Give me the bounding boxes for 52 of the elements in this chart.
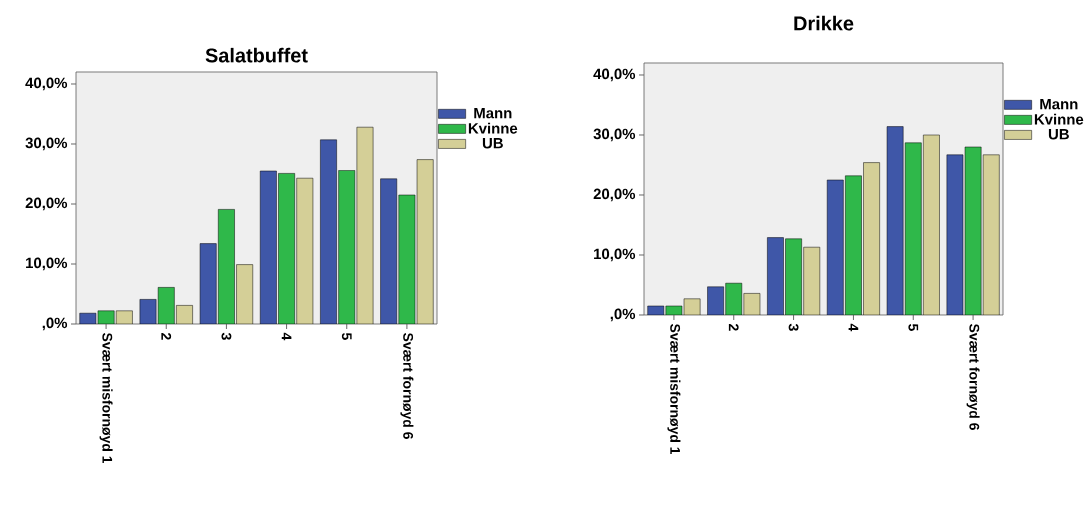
- bar: [218, 209, 235, 324]
- legend-label: Mann: [1040, 98, 1078, 110]
- bar: [320, 139, 337, 324]
- x-tick-label: 4: [848, 323, 859, 332]
- legend-label: UB: [1048, 129, 1069, 140]
- bar: [905, 142, 922, 315]
- bar: [845, 175, 862, 315]
- legend-label: Mann: [474, 107, 512, 119]
- x-tick-label: 3: [788, 323, 799, 331]
- x-tick-label: 2: [728, 324, 739, 331]
- x-tick-label: Svært fornøyd 6: [966, 323, 980, 430]
- x-tick-label: 4: [281, 332, 292, 341]
- bar: [416, 159, 434, 324]
- bar: [887, 126, 904, 315]
- bar: [380, 178, 398, 324]
- chart-title: Drikke: [794, 15, 854, 31]
- y-tick-label: 40,0%: [593, 68, 636, 82]
- x-tick-label: Svært fornøyd 6: [400, 332, 414, 439]
- y-tick-label: 20,0%: [593, 188, 636, 202]
- y-tick-label: 10,0%: [26, 257, 68, 271]
- x-tick-label: Svært misfornøyd 1: [667, 323, 681, 455]
- y-tick-label: 40,0%: [25, 77, 68, 91]
- legend-label: UB: [482, 138, 503, 149]
- bar: [260, 171, 277, 324]
- bar: [767, 237, 784, 315]
- legend-label: Kvinne: [1034, 113, 1084, 125]
- x-tick-label: 5: [908, 323, 919, 331]
- x-tick-label: 3: [221, 332, 232, 340]
- bar: [338, 170, 355, 324]
- bar: [923, 135, 940, 315]
- bar: [827, 180, 844, 315]
- bar: [803, 247, 820, 315]
- bar: [236, 264, 253, 324]
- bar: [200, 243, 217, 324]
- y-tick-label: ,0%: [42, 317, 68, 331]
- y-tick-label: 30,0%: [593, 128, 636, 142]
- y-tick-label: ,0%: [610, 308, 636, 322]
- y-tick-label: 30,0%: [25, 137, 68, 151]
- legend-label: Kvinne: [468, 122, 518, 134]
- bar: [278, 173, 295, 324]
- bar: [982, 154, 1000, 315]
- x-tick-label: 5: [341, 332, 352, 340]
- bar: [296, 178, 313, 324]
- y-tick-label: 10,0%: [594, 248, 636, 262]
- y-tick-label: 20,0%: [25, 197, 68, 211]
- x-tick-label: 2: [161, 333, 172, 340]
- bar: [964, 146, 982, 315]
- bar: [398, 194, 416, 324]
- chart-title: Salatbuffet: [205, 47, 308, 63]
- bar: [785, 238, 802, 315]
- bar: [863, 162, 880, 315]
- x-tick-label: Svært misfornøyd 1: [99, 332, 113, 464]
